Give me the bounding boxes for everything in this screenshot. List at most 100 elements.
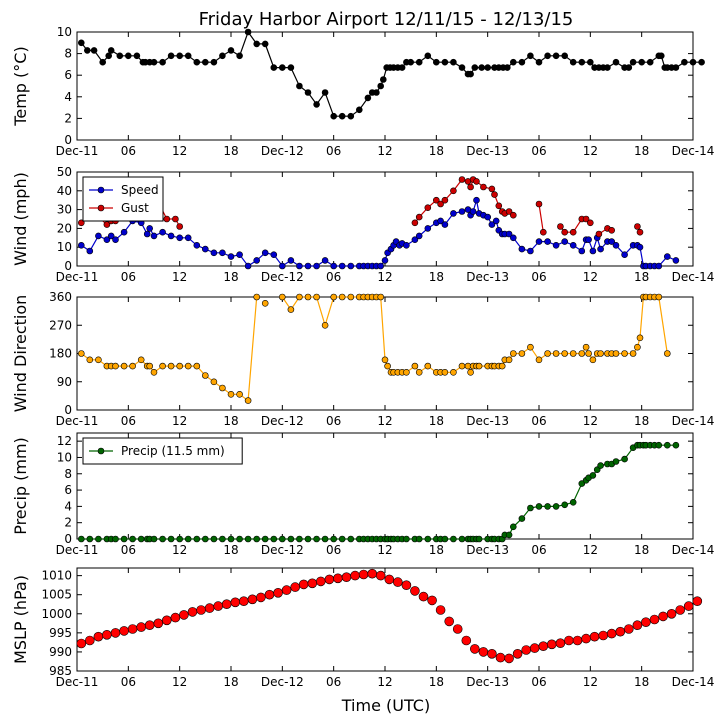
panel-temp: 0 2 4 6 8 10 Dec-11 06 12 18 Dec-12 06 12 18 Dec-13 06 1…	[11, 25, 714, 158]
data-point	[193, 362, 201, 370]
data-point	[561, 238, 569, 245]
data-point	[278, 535, 286, 543]
data-point	[578, 480, 586, 487]
data-point	[162, 615, 172, 626]
data-point	[581, 633, 591, 644]
data-point	[608, 227, 616, 234]
data-point	[221, 599, 232, 610]
data-point	[410, 586, 420, 596]
x-tick-label: Dec-13	[466, 543, 509, 557]
data-point	[569, 498, 577, 506]
y-tick-label: 2	[64, 111, 72, 125]
data-point	[150, 368, 158, 376]
data-point	[467, 368, 474, 376]
data-point	[86, 247, 94, 255]
x-axis-label: Time (UTC)	[341, 696, 430, 715]
x-tick-label: 06	[531, 144, 546, 158]
data-point	[296, 262, 303, 270]
data-point	[441, 196, 449, 204]
data-point	[273, 587, 283, 598]
data-point	[424, 225, 432, 232]
data-point	[415, 58, 423, 66]
data-point	[623, 624, 634, 634]
x-tick-label: 18	[429, 414, 444, 428]
data-point	[184, 362, 192, 370]
data-point	[358, 569, 369, 580]
y-axis-label: Wind (mph)	[11, 172, 30, 266]
y-tick-label: 1005	[41, 588, 72, 602]
data-point	[253, 293, 261, 301]
data-point	[561, 350, 569, 357]
data-point	[202, 245, 209, 253]
data-point	[119, 626, 129, 636]
y-tick-label: 2	[64, 516, 72, 530]
data-point	[689, 58, 697, 66]
x-tick-label: Dec-14	[672, 414, 715, 428]
data-point	[281, 585, 292, 595]
data-point	[107, 47, 115, 54]
data-point	[78, 350, 85, 357]
data-point	[159, 362, 166, 370]
data-point	[84, 47, 91, 54]
y-tick-label: 995	[49, 626, 72, 640]
data-point	[698, 58, 705, 66]
x-tick-label: 18	[429, 270, 444, 284]
x-tick-label: Dec-11	[56, 414, 99, 428]
x-tick-label: Dec-11	[56, 270, 99, 284]
data-point	[612, 350, 620, 357]
data-point	[480, 183, 487, 191]
data-point	[403, 368, 410, 376]
chart-title: Friday Harbor Airport 12/11/15 - 12/13/1…	[199, 9, 574, 30]
x-tick-label: Dec-13	[466, 414, 509, 428]
data-point	[95, 535, 102, 543]
data-point	[204, 603, 215, 613]
data-point	[655, 293, 663, 301]
data-point	[125, 52, 132, 60]
data-point	[333, 573, 343, 584]
data-point	[469, 644, 480, 654]
y-tick-label: 4	[64, 499, 72, 513]
data-point	[202, 372, 209, 379]
data-point	[296, 293, 303, 301]
data-point	[509, 523, 517, 531]
data-point	[505, 208, 513, 215]
legend-entry: Speed	[121, 183, 159, 197]
data-point	[437, 217, 444, 225]
data-point	[634, 223, 641, 230]
data-point	[441, 58, 449, 66]
data-point	[129, 535, 136, 543]
data-point	[193, 242, 201, 249]
data-point	[636, 228, 644, 236]
panel-wind: 0 10 20 30 40 50 Dec-11 06 12 18 Dec-12 06 12 18 Dec-1…	[11, 165, 714, 284]
x-tick-label: 18	[634, 543, 649, 557]
data-point	[552, 350, 560, 357]
data-point	[313, 535, 320, 543]
data-point	[586, 58, 594, 66]
series-dir-1	[78, 293, 671, 404]
x-tick-label: Dec-12	[261, 414, 304, 428]
data-point	[538, 641, 549, 652]
data-point	[313, 262, 320, 270]
data-point	[557, 223, 564, 230]
data-point	[597, 350, 604, 357]
y-tick-label: 12	[57, 434, 72, 448]
data-point	[170, 612, 181, 623]
data-point	[503, 64, 511, 71]
data-point	[418, 591, 429, 602]
data-point	[535, 503, 543, 510]
x-tick-label: 12	[583, 675, 598, 689]
x-tick-label: 12	[583, 543, 598, 557]
data-point	[552, 242, 560, 249]
data-point	[475, 362, 483, 370]
data-point	[509, 234, 517, 242]
data-point	[629, 350, 637, 357]
data-point	[484, 213, 492, 221]
x-tick-label: 06	[326, 543, 341, 557]
y-tick-label: 180	[49, 347, 72, 361]
data-point	[78, 39, 85, 47]
data-point	[330, 293, 338, 301]
y-axis-label: MSLP (hPa)	[11, 575, 30, 664]
data-point	[112, 362, 119, 370]
data-point	[338, 293, 346, 301]
data-point	[384, 574, 395, 585]
